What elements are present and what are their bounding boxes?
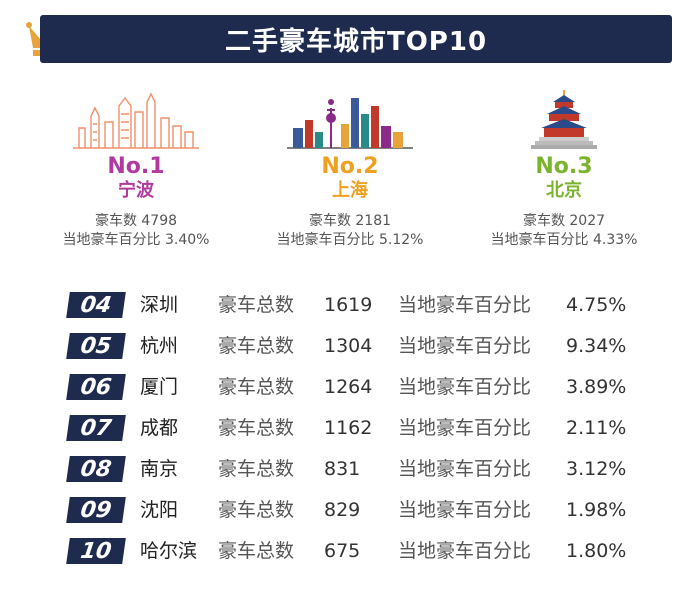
table-row: 05 杭州 豪车总数 1304 当地豪车百分比 9.34%: [66, 331, 648, 359]
podium-rank-3: No.3 北京 豪车数 2027 当地豪车百分比 4.33%: [464, 88, 664, 250]
car-count: 豪车数 4798: [94, 213, 178, 229]
percentage-value: 1.98%: [566, 499, 627, 521]
total-label: 豪车总数: [218, 458, 295, 480]
percentage-label: 当地豪车百分比: [398, 458, 532, 480]
percentage-value: 3.12%: [566, 458, 627, 480]
total-value: 1162: [324, 417, 373, 439]
city-name: 厦门: [140, 376, 179, 398]
local-percentage: 当地豪车百分比 3.40%: [62, 232, 210, 248]
rank-badge: 10: [66, 538, 126, 564]
rank-badge: 07: [66, 415, 126, 441]
total-value: 1304: [324, 335, 373, 357]
percentage-label: 当地豪车百分比: [398, 376, 532, 398]
table-row: 08 南京 豪车总数 831 当地豪车百分比 3.12%: [66, 454, 648, 482]
percentage-label: 当地豪车百分比: [398, 294, 532, 316]
total-label: 豪车总数: [218, 376, 295, 398]
podium-rank-2: No.2 上海 豪车数 2181 当地豪车百分比 5.12%: [250, 88, 450, 250]
total-value: 1619: [324, 294, 373, 316]
percentage-value: 9.34%: [566, 335, 627, 357]
percentage-value: 1.80%: [566, 540, 627, 562]
car-count: 豪车数 2181: [308, 213, 392, 229]
table-row: 10 哈尔滨 豪车总数 675 当地豪车百分比 1.80%: [66, 536, 648, 564]
total-value: 831: [324, 458, 361, 480]
rank-badge: 08: [66, 456, 126, 482]
total-label: 豪车总数: [218, 417, 295, 439]
percentage-label: 当地豪车百分比: [398, 499, 532, 521]
table-row: 06 厦门 豪车总数 1264 当地豪车百分比 3.89%: [66, 372, 648, 400]
rank-badge: 04: [66, 292, 126, 318]
ningbo-skyline-icon: [73, 92, 199, 149]
table-row: 04 深圳 豪车总数 1619 当地豪车百分比 4.75%: [66, 290, 648, 318]
percentage-label: 当地豪车百分比: [398, 540, 532, 562]
total-label: 豪车总数: [218, 335, 295, 357]
temple-of-heaven-icon: [531, 90, 597, 149]
city-name: 杭州: [140, 335, 179, 357]
total-value: 675: [324, 540, 361, 562]
podium-rank-1: No.1 宁波 豪车数 4798 当地豪车百分比 3.40%: [36, 88, 236, 250]
city-name: 南京: [140, 458, 179, 480]
city-name: 沈阳: [140, 499, 179, 521]
total-label: 豪车总数: [218, 499, 295, 521]
total-label: 豪车总数: [218, 294, 295, 316]
table-row: 09 沈阳 豪车总数 829 当地豪车百分比 1.98%: [66, 495, 648, 523]
percentage-label: 当地豪车百分比: [398, 417, 532, 439]
rank-badge: 06: [66, 374, 126, 400]
city-name: 成都: [140, 417, 179, 439]
city-name: 上海: [332, 180, 368, 201]
local-percentage: 当地豪车百分比 5.12%: [276, 232, 424, 248]
page-title: 二手豪车城市TOP10: [40, 15, 672, 63]
local-percentage: 当地豪车百分比 4.33%: [490, 232, 638, 248]
city-name: 北京: [546, 180, 582, 201]
table-row: 07 成都 豪车总数 1162 当地豪车百分比 2.11%: [66, 413, 648, 441]
city-name: 宁波: [118, 180, 154, 201]
percentage-value: 4.75%: [566, 294, 627, 316]
car-count: 豪车数 2027: [522, 213, 606, 229]
rank-label: No.3: [535, 154, 593, 179]
total-label: 豪车总数: [218, 540, 295, 562]
rank-badge: 05: [66, 333, 126, 359]
total-value: 829: [324, 499, 361, 521]
rank-badge: 09: [66, 497, 126, 523]
total-value: 1264: [324, 376, 373, 398]
shanghai-skyline-icon: [287, 98, 413, 149]
rank-label: No.2: [321, 154, 379, 179]
percentage-value: 2.11%: [566, 417, 627, 439]
percentage-label: 当地豪车百分比: [398, 335, 532, 357]
percentage-value: 3.89%: [566, 376, 627, 398]
city-name: 深圳: [140, 294, 179, 316]
rank-label: No.1: [107, 154, 165, 179]
city-name: 哈尔滨: [140, 540, 198, 562]
